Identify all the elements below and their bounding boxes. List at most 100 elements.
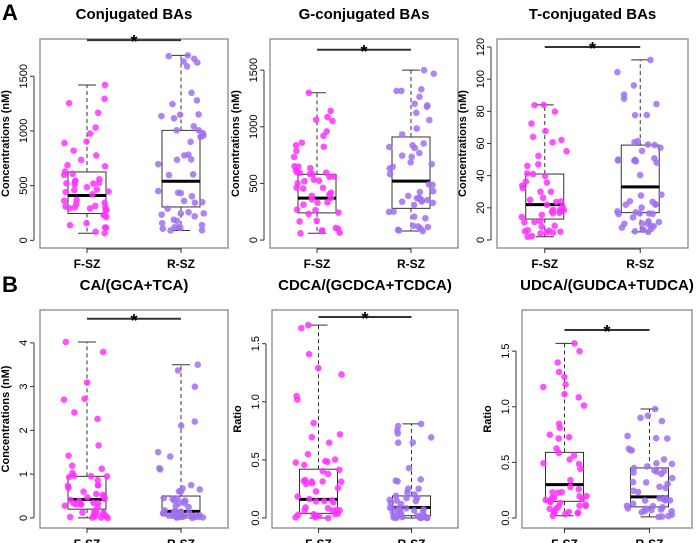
data-point (629, 487, 637, 495)
data-point (417, 420, 425, 428)
data-point (184, 52, 192, 59)
data-point (177, 422, 185, 429)
data-point (165, 52, 173, 60)
data-point (324, 470, 332, 478)
data-point (158, 211, 165, 218)
data-point (196, 512, 204, 519)
y-tick-label: 1.0 (250, 394, 262, 409)
data-point (528, 120, 535, 127)
data-point (190, 122, 198, 130)
data-point (551, 108, 559, 115)
data-point (658, 513, 666, 520)
data-point (308, 479, 316, 487)
data-point (385, 208, 393, 216)
data-point (643, 111, 651, 119)
data-point (187, 156, 195, 163)
data-point (89, 190, 96, 198)
data-point (169, 100, 176, 108)
data-point (539, 383, 547, 391)
panel-6: UDCA/(GUDCA+TUDCA) 0.0 0.5 1.0 1.5 Ratio F-SZ R… (482, 277, 694, 543)
data-point (558, 136, 565, 144)
data-point (557, 198, 565, 205)
data-point (397, 500, 405, 508)
box-iqr (545, 451, 584, 502)
data-point (320, 497, 328, 505)
data-point (193, 97, 201, 104)
data-point (93, 186, 101, 193)
data-point (567, 476, 574, 484)
data-point (535, 152, 542, 160)
plot-frame (39, 309, 229, 529)
data-point (318, 227, 326, 235)
y-tick-label: 100 (475, 70, 487, 88)
data-point (199, 129, 207, 137)
data-point (627, 446, 634, 454)
data-point (407, 158, 414, 166)
data-point (413, 194, 421, 202)
data-point (410, 213, 418, 220)
data-point (185, 209, 192, 216)
data-point (638, 147, 646, 155)
y-tick-label: 4 (18, 340, 30, 346)
data-point (304, 321, 312, 329)
data-point (69, 469, 76, 477)
data-point (642, 479, 650, 486)
data-point (161, 507, 168, 514)
panel-letter-a: A (2, 0, 18, 25)
data-point (331, 456, 339, 463)
data-point (562, 381, 569, 388)
data-point (430, 70, 438, 77)
data-point (557, 228, 564, 235)
data-point (543, 179, 551, 186)
y-tick-label: 500 (18, 176, 30, 194)
data-point (319, 184, 327, 192)
panel-title: G-conjugated BAs (299, 6, 430, 23)
data-point (649, 502, 657, 510)
data-point (65, 452, 72, 459)
data-point (291, 162, 298, 170)
data-point (301, 507, 308, 514)
data-point (399, 513, 406, 521)
data-point (71, 409, 78, 416)
data-point (545, 227, 553, 234)
data-point (101, 162, 109, 170)
data-point (386, 143, 393, 151)
data-point (558, 207, 566, 215)
data-point (196, 486, 204, 493)
data-point (305, 210, 312, 218)
data-point (558, 488, 565, 496)
data-point (66, 513, 74, 521)
data-point (524, 162, 531, 170)
data-point (68, 462, 76, 470)
data-point (101, 199, 108, 207)
data-point (301, 461, 308, 469)
data-point (62, 203, 69, 210)
panel-2: G-conjugated BAs 0 500 1000 1500 Concentratio… (230, 6, 459, 271)
data-point (386, 170, 394, 178)
data-point (523, 170, 531, 177)
data-point (166, 453, 174, 460)
data-point (665, 512, 672, 520)
data-point (69, 170, 76, 178)
data-point (99, 348, 107, 356)
data-point (292, 459, 300, 466)
data-point (83, 379, 91, 386)
data-point (552, 505, 560, 512)
data-point (103, 472, 111, 480)
x-tick-label: F-SZ (74, 257, 101, 271)
data-point (524, 226, 532, 234)
significance-star: * (603, 322, 610, 342)
data-point (177, 210, 185, 217)
data-point (555, 435, 562, 442)
data-point (630, 82, 638, 89)
data-point (312, 116, 320, 124)
data-point (417, 86, 425, 93)
data-point (320, 132, 327, 140)
y-axis-label: Concentrations (nM) (0, 90, 12, 197)
data-point (528, 232, 536, 240)
data-point (529, 170, 537, 178)
data-point (549, 139, 556, 146)
data-point (402, 504, 410, 512)
data-point (546, 431, 554, 438)
data-point (305, 89, 313, 97)
